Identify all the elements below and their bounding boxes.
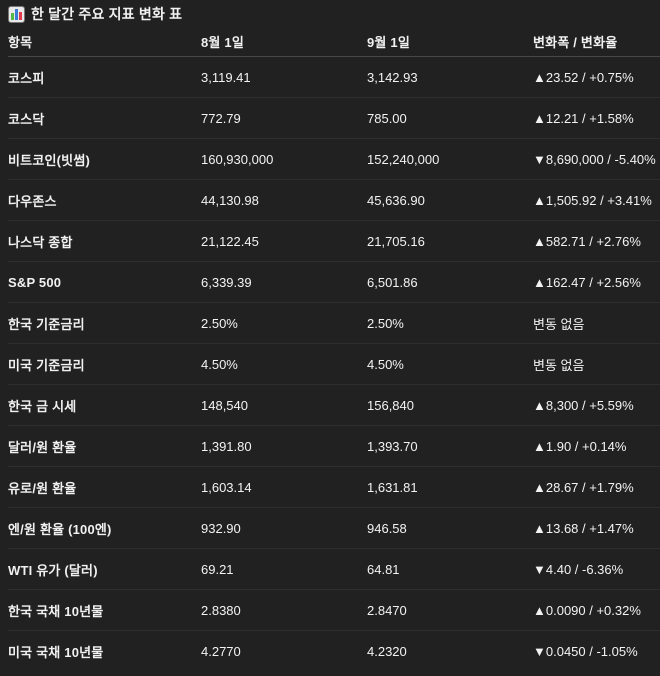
row-change-value: ▲0.0090 / +0.32%: [533, 602, 641, 618]
column-header-sep1: 9월 1일: [367, 34, 410, 50]
row-value: 1,631.81: [367, 479, 418, 495]
table-row: 유로/원 환율 1,603.14 1,631.81 ▲28.67 / +1.79%: [8, 467, 660, 508]
row-label: 한국 국채 10년물: [8, 603, 104, 619]
row-value: 44,130.98: [201, 192, 259, 208]
row-change-value: ▲28.67 / +1.79%: [533, 479, 634, 495]
row-label: 한국 기준금리: [8, 316, 85, 332]
table-row: 코스닥 772.79 785.00 ▲12.21 / +1.58%: [8, 98, 660, 139]
row-value: 21,122.45: [201, 233, 259, 249]
row-label: 한국 금 시세: [8, 398, 77, 414]
row-label: 미국 기준금리: [8, 357, 85, 373]
row-label: 코스피: [8, 70, 45, 86]
column-header-item: 항목: [8, 34, 33, 50]
table-row: 달러/원 환율 1,391.80 1,393.70 ▲1.90 / +0.14%: [8, 426, 660, 467]
row-label: 나스닥 종합: [8, 234, 73, 250]
row-value: 4.50%: [367, 356, 404, 372]
table-row: S&P 500 6,339.39 6,501.86 ▲162.47 / +2.56%: [8, 262, 660, 303]
row-value: 2.8380: [201, 602, 241, 618]
row-change-value: ▲23.52 / +0.75%: [533, 69, 634, 85]
row-value: 45,636.90: [367, 192, 425, 208]
table-row: 미국 기준금리 4.50% 4.50% 변동 없음: [8, 344, 660, 385]
row-value: 1,603.14: [201, 479, 252, 495]
row-value: 4.2770: [201, 644, 241, 659]
column-header-aug1: 8월 1일: [201, 34, 244, 50]
row-value: 6,501.86: [367, 274, 418, 290]
row-label: 달러/원 환율: [8, 439, 77, 455]
row-change-value: ▼8,690,000 / -5.40%: [533, 151, 656, 167]
row-value: 4.50%: [201, 356, 238, 372]
row-label: 코스닥: [8, 111, 45, 127]
table-row: 한국 기준금리 2.50% 2.50% 변동 없음: [8, 303, 660, 344]
row-value: 785.00: [367, 110, 407, 126]
row-value: 152,240,000: [367, 151, 440, 167]
row-change-value: ▼0.0450 / -1.05%: [533, 644, 638, 659]
bar-chart-icon: [8, 5, 25, 23]
table-title-row: 한 달간 주요 지표 변화 표: [8, 0, 660, 26]
table-row: 미국 국채 10년물 4.2770 4.2320 ▼0.0450 / -1.05%: [8, 631, 660, 672]
row-value: 4.2320: [367, 644, 407, 659]
column-header-change: 변화폭 / 변화율: [533, 34, 618, 50]
row-value: 1,391.80: [201, 438, 252, 454]
row-value: 64.81: [367, 561, 400, 577]
row-label: 엔/원 환율 (100엔): [8, 521, 112, 537]
row-change-value: ▲13.68 / +1.47%: [533, 520, 634, 536]
row-value: 3,142.93: [367, 69, 418, 85]
row-label: 유로/원 환율: [8, 480, 77, 496]
row-value: 3,119.41: [201, 69, 251, 85]
row-change-value: 변동 없음: [533, 316, 585, 332]
row-label: WTI 유가 (달러): [8, 562, 98, 578]
table-header-row: 항목 8월 1일 9월 1일 변화폭 / 변화율: [8, 26, 660, 57]
table-row: 나스닥 종합 21,122.45 21,705.16 ▲582.71 / +2.76%: [8, 221, 660, 262]
row-value: 946.58: [367, 520, 407, 536]
row-change-value: ▲12.21 / +1.58%: [533, 110, 634, 126]
row-change-value: 변동 없음: [533, 357, 585, 373]
row-change-value: ▲8,300 / +5.59%: [533, 397, 634, 413]
row-label: 비트코인(빗썸): [8, 152, 91, 168]
table-row: 엔/원 환율 (100엔) 932.90 946.58 ▲13.68 / +1.47%: [8, 508, 660, 549]
row-label: 다우존스: [8, 193, 57, 209]
row-value: 156,840: [367, 397, 414, 413]
row-change-value: ▲162.47 / +2.56%: [533, 274, 641, 290]
row-change-value: ▲1.90 / +0.14%: [533, 438, 627, 454]
row-value: 772.79: [201, 110, 241, 126]
row-value: 932.90: [201, 520, 241, 536]
row-change-value: ▼4.40 / -6.36%: [533, 561, 624, 577]
row-value: 2.8470: [367, 602, 407, 618]
table-title: 한 달간 주요 지표 변화 표: [31, 6, 183, 22]
table-row: 한국 국채 10년물 2.8380 2.8470 ▲0.0090 / +0.32%: [8, 590, 660, 631]
table-row: 한국 금 시세 148,540 156,840 ▲8,300 / +5.59%: [8, 385, 660, 426]
row-value: 6,339.39: [201, 274, 252, 290]
table-row: 비트코인(빗썸) 160,930,000 152,240,000 ▼8,690,000…: [8, 139, 660, 180]
table-body: 코스피 3,119.41 3,142.93 ▲23.52 / +0.75% 코스닥 772…: [8, 57, 660, 672]
row-change-value: ▲582.71 / +2.76%: [533, 233, 641, 249]
table-row: 코스피 3,119.41 3,142.93 ▲23.52 / +0.75%: [8, 57, 660, 98]
row-value: 2.50%: [201, 315, 238, 331]
row-value: 1,393.70: [367, 438, 418, 454]
row-change-value: ▲1,505.92 / +3.41%: [533, 192, 652, 208]
row-value: 2.50%: [367, 315, 404, 331]
table-row: WTI 유가 (달러) 69.21 64.81 ▼4.40 / -6.36%: [8, 549, 660, 590]
row-value: 21,705.16: [367, 233, 425, 249]
table-row: 다우존스 44,130.98 45,636.90 ▲1,505.92 / +3.41%: [8, 180, 660, 221]
row-label: S&P 500: [8, 274, 62, 290]
row-value: 160,930,000: [201, 151, 274, 167]
row-label: 미국 국채 10년물: [8, 645, 104, 660]
row-value: 148,540: [201, 397, 248, 413]
row-value: 69.21: [201, 561, 234, 577]
